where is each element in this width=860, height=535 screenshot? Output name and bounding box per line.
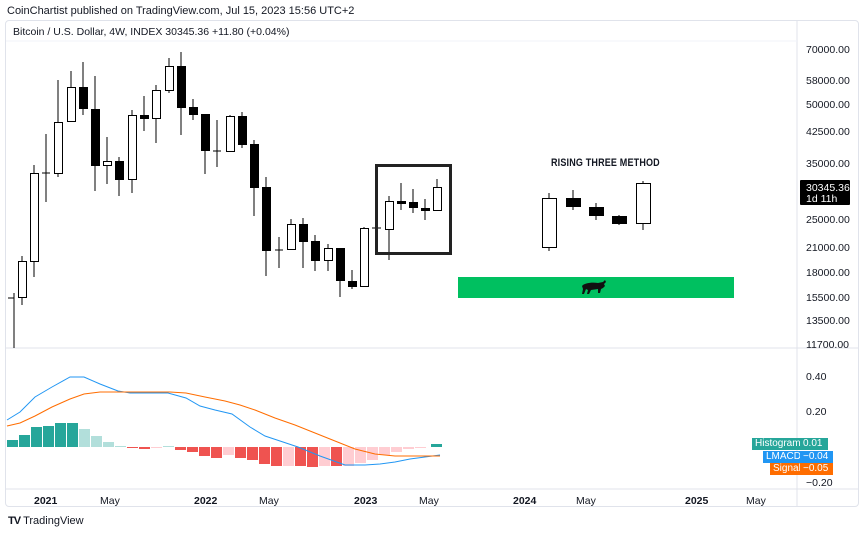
- price-tick: 35000.00: [806, 158, 850, 170]
- highlight-box[interactable]: [375, 164, 452, 255]
- chart-frame: [5, 20, 859, 507]
- candlestick-series[interactable]: [8, 52, 442, 348]
- publisher-line: CoinChartist published on TradingView.co…: [7, 5, 355, 17]
- price-tick: 15500.00: [806, 292, 850, 304]
- price-tick: 21000.00: [806, 242, 850, 254]
- time-tick: May: [419, 495, 440, 507]
- bull-icon: [582, 280, 606, 294]
- price-tick: 25000.00: [806, 214, 850, 226]
- macd-tick: 0.40: [806, 371, 827, 383]
- rising-three-illustration[interactable]: [542, 181, 651, 251]
- histogram-value-badge: 0.01: [800, 438, 828, 450]
- tradingview-logo-icon: TV: [8, 515, 21, 527]
- price-tick: 13500.00: [806, 315, 850, 327]
- time-tick: May: [746, 495, 767, 507]
- price-tick: 18000.00: [806, 267, 850, 279]
- time-tick: 2022: [194, 495, 218, 507]
- last-price-badge: [800, 180, 850, 205]
- symbol-legend: Bitcoin / U.S. Dollar, 4W, INDEX 30345.3…: [13, 26, 290, 38]
- pattern-title: RISING THREE METHOD: [551, 157, 660, 169]
- brand-name: TradingView: [23, 515, 84, 527]
- lmacd-label-badge: LMACD: [763, 451, 805, 463]
- price-tick: 42500.00: [806, 126, 850, 138]
- time-tick: May: [259, 495, 280, 507]
- time-tick: May: [576, 495, 597, 507]
- price-tick: 70000.00: [806, 44, 850, 56]
- time-tick: May: [100, 495, 121, 507]
- last-price-value: 30345.36: [806, 182, 850, 194]
- time-tick: 2021: [34, 495, 58, 507]
- price-tick: 58000.00: [806, 75, 850, 87]
- bar-countdown: 1d 11h: [806, 193, 837, 205]
- histogram-label-badge: Histogram: [752, 438, 804, 450]
- time-tick: 2023: [354, 495, 378, 507]
- macd-tick: 0.20: [806, 406, 827, 418]
- tradingview-brand[interactable]: TV TradingView: [8, 515, 84, 527]
- price-tick: 11700.00: [806, 339, 849, 351]
- signal-line[interactable]: [6, 391, 440, 457]
- signal-value-badge: −0.05: [800, 463, 833, 475]
- signal-label-badge: Signal: [770, 463, 804, 475]
- time-axis[interactable]: 2021 May 2022 May 2023 May 2024 May 2025…: [34, 495, 767, 507]
- lmacd-line[interactable]: [6, 376, 441, 466]
- price-tick: 50000.00: [806, 99, 850, 111]
- macd-histogram[interactable]: [7, 423, 442, 467]
- price-axis[interactable]: 70000.00 58000.00 50000.00 42500.00 3500…: [806, 44, 850, 351]
- lmacd-value-badge: −0.04: [800, 451, 833, 463]
- time-tick: 2024: [513, 495, 537, 507]
- macd-axis[interactable]: 0.40 0.20 −0.20: [806, 371, 833, 489]
- bullish-zone[interactable]: [458, 277, 734, 298]
- time-tick: 2025: [685, 495, 709, 507]
- macd-tick: −0.20: [806, 477, 833, 489]
